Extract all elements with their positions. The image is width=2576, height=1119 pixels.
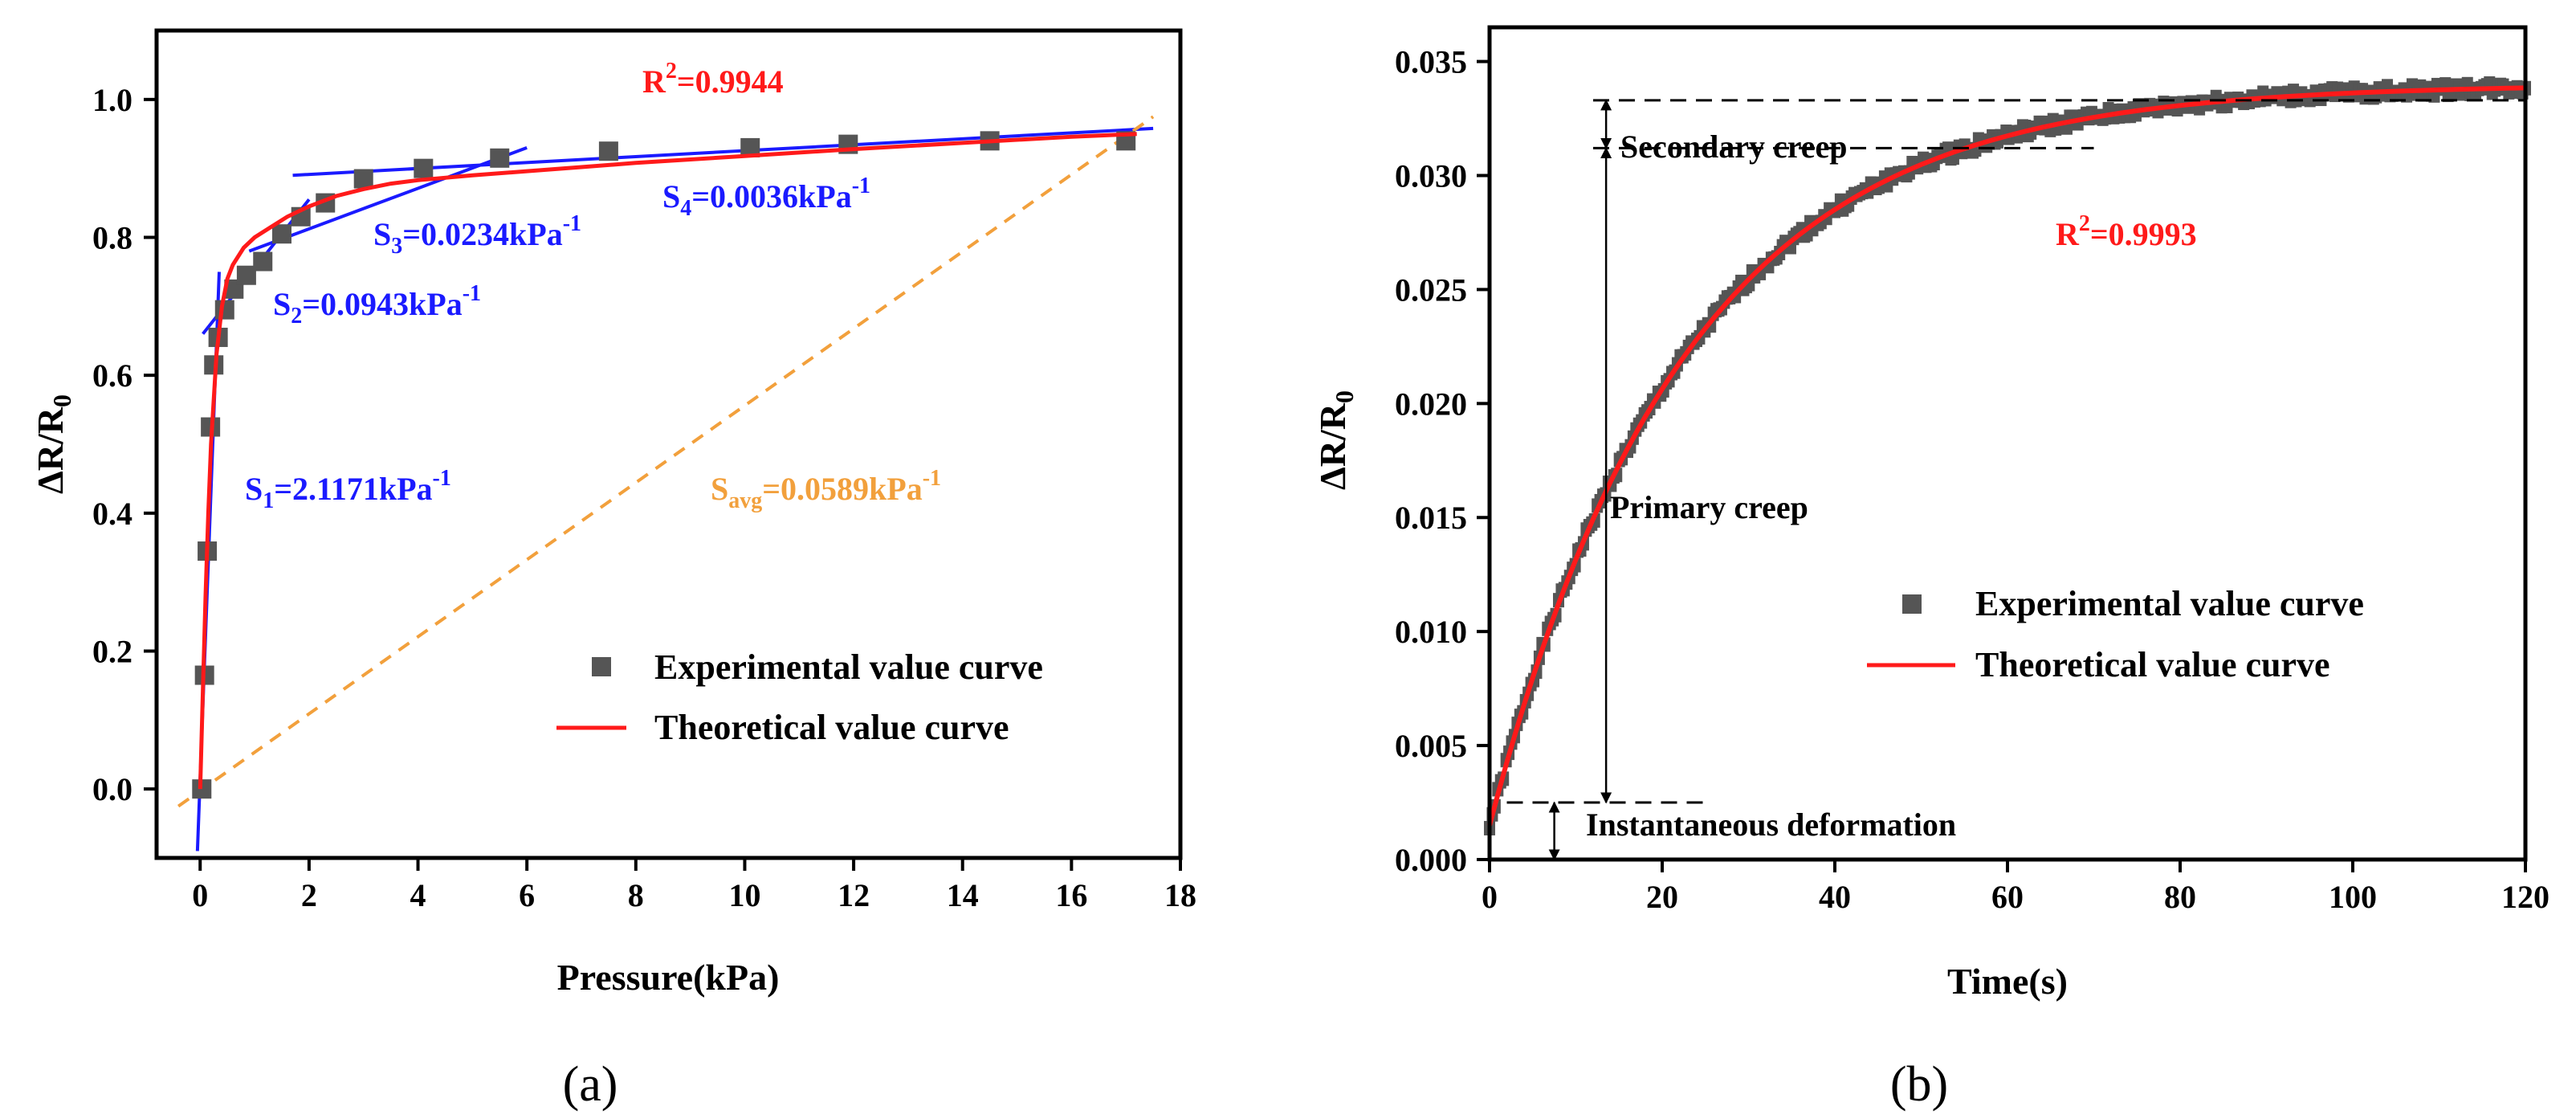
panel-label-a: (a) (563, 1057, 618, 1112)
legend-marker-experimental-b (1902, 594, 1922, 614)
x-tick-label-a: 6 (519, 877, 535, 913)
data-point-experimental-a (414, 158, 434, 178)
data-point-experimental-a (236, 265, 256, 285)
y-tick-label-b: 0.025 (1395, 272, 1467, 308)
y-tick-label-b: 0.010 (1395, 614, 1467, 650)
y-tick-label-b: 0.015 (1395, 500, 1467, 536)
y-tick-label-a: 0.0 (92, 771, 132, 807)
data-point-experimental-a (271, 224, 291, 244)
x-tick-label-b: 20 (1646, 879, 1678, 915)
legend-label-theoretical-b: Theoretical value curve (1975, 645, 2330, 684)
x-axis-title-b: Time(s) (1947, 961, 2068, 1002)
y-axis-title-a: ΔR/R0 (30, 394, 76, 494)
x-tick-label-a: 12 (838, 877, 870, 913)
panel-label-b: (b) (1890, 1057, 1948, 1112)
data-series-b (1484, 76, 2531, 835)
reference-lines-b (1506, 99, 2525, 861)
legend-label-experimental-b: Experimental value curve (1975, 584, 2364, 623)
y-tick-label-a: 0.8 (92, 220, 132, 256)
secondary-creep-label: Secondary creep (1620, 129, 1848, 165)
chart-panel-b: 0 20 40 60 80 100 120 0.000 0.005 0.010 0.015 0.020… (1312, 25, 2550, 1112)
data-point-experimental-a (214, 300, 234, 320)
fit-line-savg (177, 115, 1155, 808)
plot-frame-a (154, 28, 1183, 860)
x-tick-label-b: 0 (1482, 879, 1498, 915)
y-tick-label-a: 0.2 (92, 634, 132, 670)
x-tick-label-a: 8 (628, 877, 644, 913)
s1-annotation: S1=2.1171kPa-1 (245, 466, 451, 513)
fit-line-s4 (292, 126, 1154, 178)
x-axis-title-a: Pressure(kPa) (557, 957, 780, 998)
data-point-experimental-a (353, 169, 373, 189)
axis-ticks-a: 0 2 4 6 8 10 12 14 16 18 0.0 0.2 0.4 0.6 0.8 1.0 (92, 82, 1196, 913)
savg-annotation: Savg=0.0589kPa-1 (711, 466, 941, 513)
legend-label-theoretical-a: Theoretical value curve (654, 708, 1009, 747)
plot-frame-b (1487, 25, 2528, 862)
r2-annotation-b: R2=0.9993 (2056, 211, 2197, 252)
s4-annotation: S4=0.0036kPa-1 (662, 174, 870, 221)
y-tick-label-a: 0.6 (92, 357, 132, 394)
x-tick-label-a: 4 (410, 877, 426, 913)
chart-panel-a: 0 2 4 6 8 10 12 14 16 18 0.0 0.2 0.4 0.6 0.8 1.0 Pressu… (30, 28, 1196, 1112)
legend-a: Experimental value curve Theoretical val… (556, 647, 1043, 747)
x-tick-label-b: 40 (1819, 879, 1851, 915)
x-tick-label-a: 10 (728, 877, 760, 913)
x-tick-label-a: 18 (1164, 877, 1196, 913)
data-series-a (192, 131, 1137, 799)
data-point-experimental-a (253, 251, 273, 272)
s2-annotation: S2=0.0943kPa-1 (273, 281, 481, 329)
x-tick-label-a: 16 (1055, 877, 1087, 913)
y-tick-label-b: 0.005 (1395, 728, 1467, 764)
y-tick-label-b: 0.030 (1395, 157, 1467, 194)
x-tick-label-a: 14 (947, 877, 979, 913)
y-tick-label-b: 0.000 (1395, 842, 1467, 878)
x-tick-label-b: 120 (2501, 879, 2550, 915)
r2-annotation-a: R2=0.9944 (642, 59, 784, 100)
s3-annotation: S3=0.0234kPa-1 (373, 211, 581, 259)
y-tick-label-b: 0.020 (1395, 386, 1467, 422)
axis-ticks-b: 0 20 40 60 80 100 120 0.000 0.005 0.010 0.015 0.020… (1395, 44, 2550, 915)
legend-label-experimental-a: Experimental value curve (654, 647, 1043, 687)
legend-marker-experimental-a (592, 657, 611, 676)
instantaneous-deformation-label: Instantaneous deformation (1586, 807, 1956, 843)
legend-b: Experimental value curve Theoretical val… (1867, 584, 2364, 684)
primary-creep-label: Primary creep (1610, 489, 1808, 525)
theoretical-curve-a (198, 132, 1137, 790)
y-axis-title-b: ΔR/R0 (1312, 390, 1359, 490)
data-point-experimental-a (490, 148, 510, 168)
y-tick-label-a: 1.0 (92, 82, 132, 118)
y-tick-label-b: 0.035 (1395, 44, 1467, 80)
x-tick-label-b: 60 (1991, 879, 2024, 915)
x-tick-label-b: 80 (2164, 879, 2196, 915)
x-tick-label-a: 0 (192, 877, 208, 913)
x-tick-label-b: 100 (2329, 879, 2377, 915)
theoretical-curve-b (1487, 85, 2526, 827)
y-tick-label-a: 0.4 (92, 496, 132, 532)
data-point-experimental-a (598, 141, 618, 161)
x-tick-label-a: 2 (301, 877, 317, 913)
